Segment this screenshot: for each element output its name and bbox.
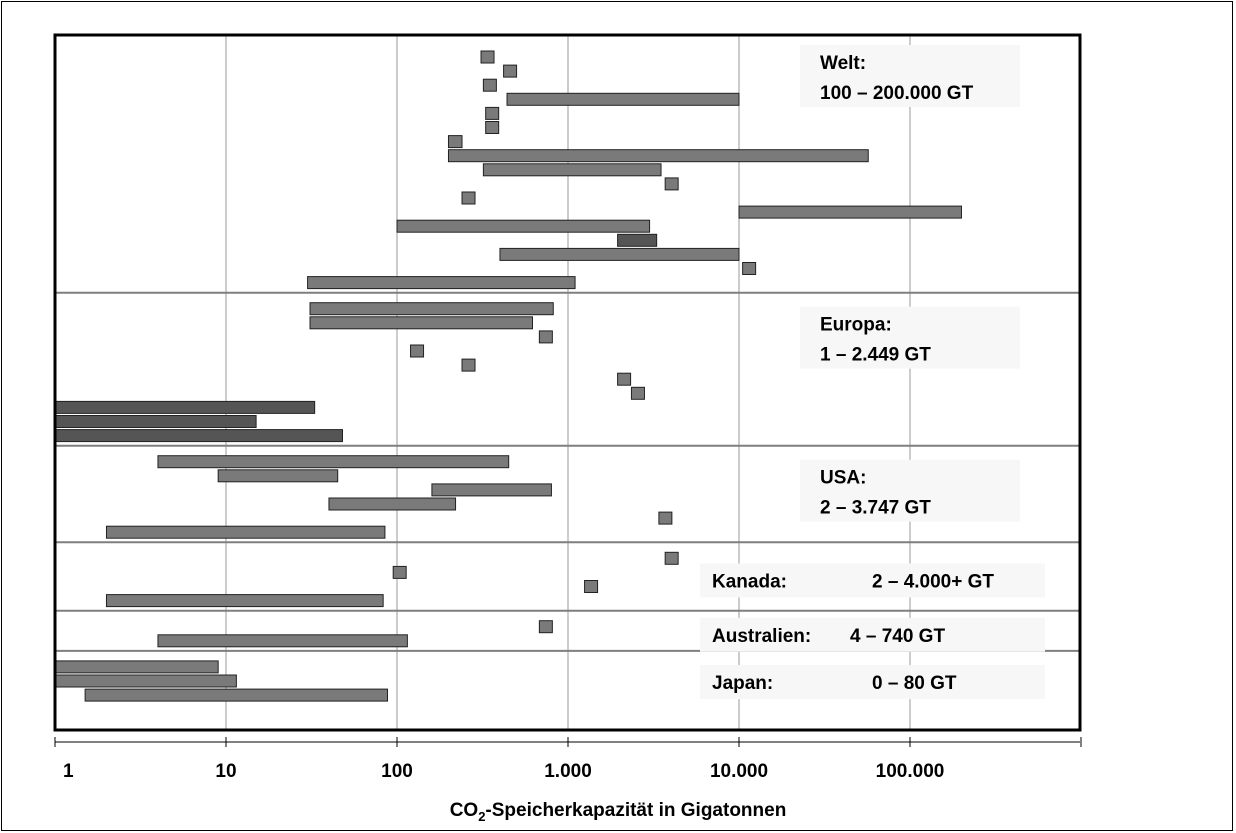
- x-tick-label: 10.000: [710, 761, 768, 782]
- range-bar: [105, 525, 386, 539]
- range-bar: [538, 620, 553, 634]
- range-bar: [485, 106, 500, 120]
- region-label-box: [800, 459, 1020, 522]
- x-tick-label: 1: [63, 761, 74, 782]
- region-label-line: 100 – 200.000 GT: [820, 83, 974, 104]
- range-bar: [485, 121, 500, 134]
- range-bar: [482, 78, 497, 92]
- region-label-range: 2 – 4.000+ GT: [872, 572, 994, 593]
- range-bar: [431, 483, 552, 497]
- region-label-line: Europa:: [820, 315, 892, 336]
- range-bar: [584, 580, 599, 593]
- region-label-line: 2 – 3.747 GT: [820, 498, 931, 519]
- region-label-line: 1 – 2.449 GT: [820, 345, 931, 366]
- plot-border: [53, 33, 1082, 732]
- range-bar: [157, 455, 510, 469]
- range-bar: [658, 511, 673, 525]
- range-bar: [738, 205, 962, 219]
- range-bar: [54, 415, 257, 428]
- region-label-box: [700, 563, 1045, 598]
- range-bar: [630, 386, 645, 400]
- range-bar: [506, 92, 740, 106]
- region-label-line: Welt:: [820, 53, 866, 74]
- region-label-box: [800, 45, 1020, 107]
- range-bar: [742, 262, 757, 275]
- range-bar: [447, 135, 463, 149]
- region-label-box: [700, 617, 1045, 652]
- region-label-name: Kanada:: [712, 572, 787, 593]
- x-tick-label: 10: [215, 761, 236, 782]
- range-bar: [461, 191, 476, 205]
- region-label-range: 4 – 740 GT: [850, 626, 945, 647]
- range-bar: [328, 497, 457, 511]
- range-bar: [396, 219, 651, 233]
- range-bar: [309, 302, 554, 316]
- range-bar: [54, 429, 343, 443]
- range-bar: [84, 688, 389, 702]
- range-bar: [617, 233, 658, 247]
- x-axis-label: CO2-Speicherkapazität in Gigatonnen: [449, 800, 787, 824]
- range-bar: [503, 64, 518, 78]
- range-bar: [499, 247, 740, 261]
- range-bar: [54, 400, 316, 414]
- range-bar: [307, 276, 576, 290]
- range-bar: [105, 594, 384, 608]
- range-bar: [410, 344, 425, 358]
- range-bar: [664, 177, 679, 191]
- x-tick-label: 100.000: [876, 761, 945, 782]
- range-bar: [447, 149, 869, 163]
- region-label-box: [700, 665, 1045, 700]
- range-bar: [309, 316, 533, 330]
- range-bar: [482, 163, 662, 177]
- range-bar: [392, 565, 407, 579]
- region-label-line: USA:: [820, 468, 866, 489]
- range-bar: [480, 50, 495, 64]
- range-bar: [217, 469, 339, 483]
- range-bar: [461, 358, 476, 372]
- range-bar: [54, 660, 219, 674]
- region-label-name: Japan:: [712, 673, 773, 694]
- x-tick-label: 1.000: [544, 761, 592, 782]
- range-bar: [538, 330, 553, 344]
- range-bar: [617, 372, 632, 386]
- region-label-range: 0 – 80 GT: [872, 673, 957, 694]
- range-bar: [157, 634, 408, 648]
- region-label-box: [800, 306, 1020, 369]
- range-bar: [664, 551, 679, 565]
- region-label-name: Australien:: [712, 626, 811, 647]
- x-tick-label: 100: [381, 761, 413, 782]
- range-bar: [54, 674, 237, 688]
